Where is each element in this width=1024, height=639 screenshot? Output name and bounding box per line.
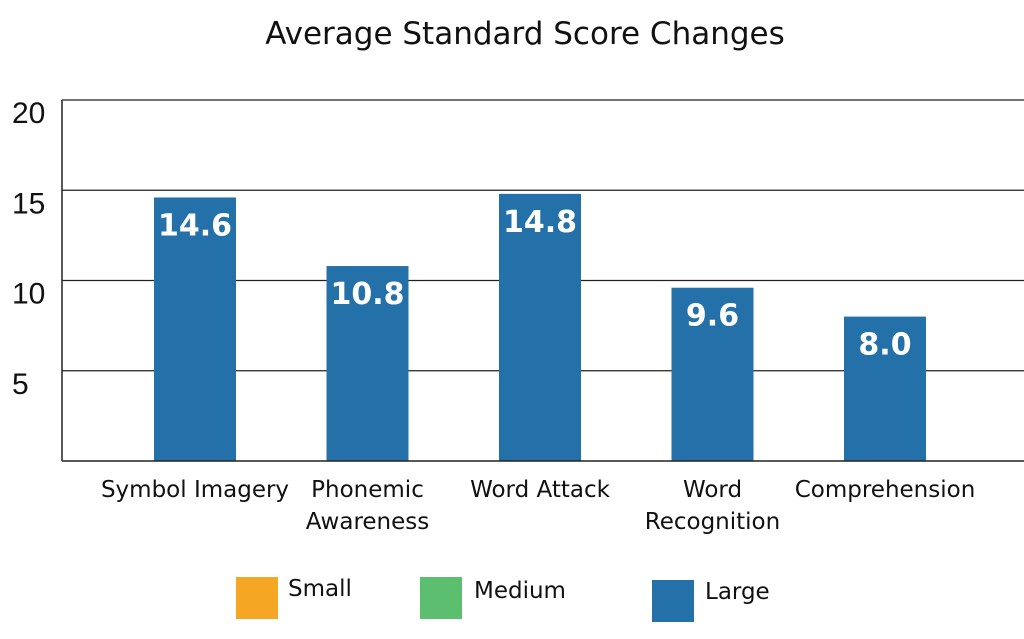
x-category-label: Word xyxy=(683,477,742,503)
data-label: 14.6 xyxy=(158,208,232,243)
data-label: 10.8 xyxy=(330,277,404,312)
x-category-label: Word Attack xyxy=(470,477,611,503)
legend-swatch xyxy=(420,577,462,619)
data-label: 8.0 xyxy=(858,328,911,363)
y-tick-label: 15 xyxy=(12,187,45,220)
data-label: 14.8 xyxy=(503,205,577,240)
bar xyxy=(499,193,581,462)
bar xyxy=(844,316,926,461)
bars: 14.6 10.8 14.8 9.6 8.0 xyxy=(154,193,926,462)
x-category-label: Awareness xyxy=(306,509,430,535)
x-axis-labels: Symbol Imagery Phonemic Awareness Word Atta… xyxy=(101,477,975,535)
x-category-label: Comprehension xyxy=(795,477,976,503)
data-label: 9.6 xyxy=(686,299,739,334)
legend-label: Large xyxy=(705,579,770,605)
bar xyxy=(154,197,236,461)
x-category-label: Phonemic xyxy=(311,477,424,503)
legend-swatch xyxy=(652,580,694,622)
legend: Small Medium Large xyxy=(236,576,770,622)
chart-title: Average Standard Score Changes xyxy=(265,16,785,52)
y-axis-ticks: 5 10 15 20 xyxy=(12,97,45,401)
bar xyxy=(326,266,409,461)
y-tick-label: 20 xyxy=(12,97,45,130)
legend-label: Small xyxy=(288,576,352,602)
x-category-label: Symbol Imagery xyxy=(101,477,289,503)
y-tick-label: 10 xyxy=(12,278,45,311)
x-category-label: Recognition xyxy=(645,509,780,535)
bar xyxy=(671,287,754,461)
y-tick-label: 5 xyxy=(12,368,29,401)
legend-swatch xyxy=(236,577,278,619)
legend-label: Medium xyxy=(474,578,566,604)
